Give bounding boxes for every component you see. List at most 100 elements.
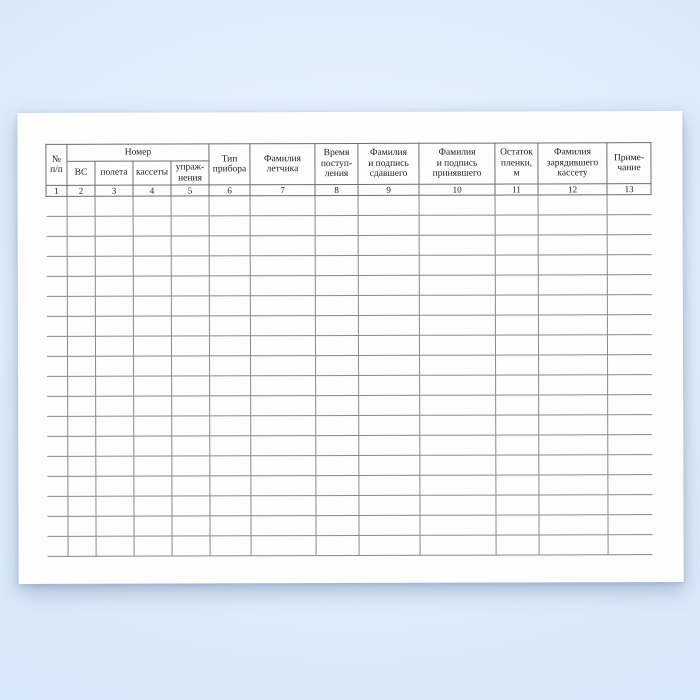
table-row xyxy=(46,254,652,277)
table-cell xyxy=(95,196,134,217)
table-cell xyxy=(538,474,608,495)
table-cell xyxy=(419,375,496,396)
table-cell xyxy=(46,216,68,237)
table-cell xyxy=(495,334,539,356)
table-cell xyxy=(538,314,608,335)
table-cell xyxy=(496,514,540,536)
table-cell xyxy=(46,316,68,337)
table-cell xyxy=(538,434,608,455)
table-cell xyxy=(210,535,252,556)
table-cell xyxy=(95,276,134,297)
table-cell xyxy=(315,375,359,396)
table-row xyxy=(46,214,652,237)
table-cell xyxy=(209,415,251,436)
header-cell-aircraft: ВС xyxy=(66,161,96,186)
table-cell xyxy=(358,375,420,396)
table-cell xyxy=(538,254,608,275)
table-cell xyxy=(171,215,210,237)
table-cell xyxy=(419,315,496,336)
table-row xyxy=(46,234,652,257)
paper-sheet: № п/п Номер Тип прибора Фамилия летчика … xyxy=(17,111,684,584)
table-cell xyxy=(538,354,608,375)
table-cell xyxy=(607,294,652,315)
table-cell xyxy=(538,494,609,515)
table-cell xyxy=(250,195,316,216)
table-cell xyxy=(315,395,359,416)
table-cell xyxy=(209,195,251,216)
table-cell xyxy=(171,195,210,217)
table-cell xyxy=(419,255,496,276)
table-row xyxy=(46,434,652,457)
table-cell xyxy=(538,274,608,295)
table-cell xyxy=(209,255,251,276)
table-cell xyxy=(95,216,134,237)
table-cell xyxy=(133,496,172,517)
table-cell xyxy=(46,256,68,277)
table-cell xyxy=(67,456,96,477)
table-cell xyxy=(607,434,652,455)
journal-table: № п/п Номер Тип прибора Фамилия летчика … xyxy=(45,142,653,557)
table-cell xyxy=(607,194,652,215)
column-number-cell: 8 xyxy=(315,184,359,196)
table-cell xyxy=(495,474,539,496)
table-cell xyxy=(495,494,540,516)
column-number-cell: 1 xyxy=(46,185,68,197)
table-row xyxy=(47,534,653,557)
table-cell xyxy=(358,395,420,416)
table-cell xyxy=(495,414,539,436)
table-cell xyxy=(46,196,68,217)
table-header: № п/п Номер Тип прибора Фамилия летчика … xyxy=(45,142,652,197)
table-row xyxy=(46,474,652,497)
table-cell xyxy=(538,414,608,435)
table-cell xyxy=(250,275,316,296)
table-cell xyxy=(358,355,420,376)
table-cell xyxy=(95,356,134,377)
table-cell xyxy=(171,335,210,357)
table-cell xyxy=(250,215,316,236)
table-cell xyxy=(419,395,496,416)
table-cell xyxy=(46,496,68,517)
table-cell xyxy=(133,416,172,437)
table-cell xyxy=(538,214,608,235)
header-cell-pilot-name: Фамилия летчика xyxy=(249,143,316,185)
table-cell xyxy=(538,394,608,415)
table-cell xyxy=(607,494,653,515)
table-cell xyxy=(67,236,96,257)
column-number-cell: 7 xyxy=(250,184,316,196)
table-cell xyxy=(67,356,96,377)
table-cell xyxy=(315,215,359,236)
table-cell xyxy=(171,475,210,497)
table-cell xyxy=(250,495,317,516)
table-cell xyxy=(607,454,652,475)
table-cell xyxy=(95,516,135,537)
header-cell-handed-over-by: Фамилия и подпись сдавшего xyxy=(357,143,420,185)
table-cell xyxy=(538,294,608,315)
table-cell xyxy=(171,415,210,437)
table-cell xyxy=(608,514,653,535)
table-cell xyxy=(67,276,96,297)
table-cell xyxy=(95,236,134,257)
table-cell xyxy=(46,236,68,257)
table-cell xyxy=(315,315,359,336)
table-cell xyxy=(171,515,211,537)
table-cell xyxy=(46,296,68,317)
table-cell xyxy=(607,474,652,495)
table-cell xyxy=(607,414,652,435)
table-cell xyxy=(67,316,96,337)
table-cell xyxy=(209,235,251,256)
table-cell xyxy=(133,396,172,417)
table-cell xyxy=(133,336,172,357)
table-cell xyxy=(67,436,96,457)
table-cell xyxy=(315,275,359,296)
table-cell xyxy=(250,395,316,416)
header-cell-row-number: № п/п xyxy=(45,144,68,186)
table-cell xyxy=(419,435,496,456)
table-cell xyxy=(358,335,420,356)
table-cell xyxy=(171,295,210,317)
table-cell xyxy=(67,476,96,497)
table-row xyxy=(46,394,652,417)
header-cell-cassette-loader: Фамилия зарядившего кассету xyxy=(537,142,608,184)
table-cell xyxy=(608,534,653,555)
table-cell xyxy=(420,515,497,536)
table-cell xyxy=(419,495,497,516)
